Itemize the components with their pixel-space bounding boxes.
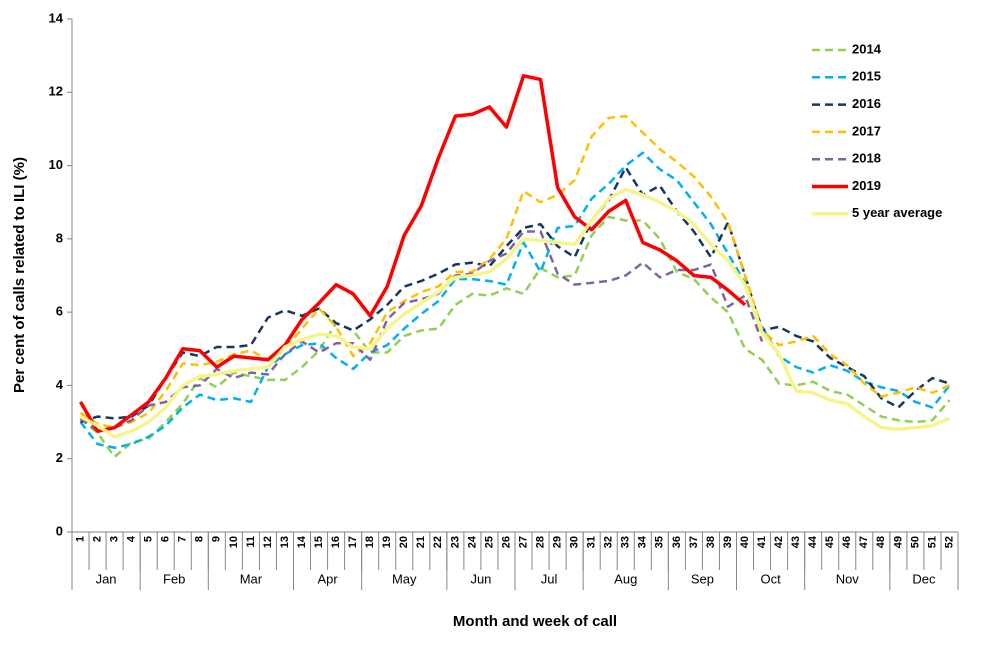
x-tick-label: 49 bbox=[892, 536, 904, 548]
x-tick-label: 22 bbox=[432, 536, 444, 548]
x-tick-label: 31 bbox=[586, 536, 598, 548]
x-tick-label: 41 bbox=[756, 536, 768, 548]
series-line bbox=[79, 187, 951, 439]
month-label: Aug bbox=[614, 571, 637, 586]
series-line bbox=[79, 114, 950, 429]
legend-label: 2014 bbox=[852, 41, 882, 56]
y-tick-label: 8 bbox=[56, 230, 63, 245]
legend-label: 2019 bbox=[852, 178, 881, 193]
legend-label: 5 year average bbox=[852, 205, 942, 220]
x-tick-label: 19 bbox=[381, 536, 393, 548]
x-tick-label: 34 bbox=[637, 535, 649, 548]
x-tick-label: 27 bbox=[517, 536, 529, 548]
x-tick-label: 21 bbox=[415, 536, 427, 548]
x-tick-label: 36 bbox=[671, 536, 683, 548]
x-tick-label: 8 bbox=[194, 536, 206, 542]
legend-label: 2016 bbox=[852, 96, 881, 111]
month-label: Nov bbox=[836, 571, 860, 586]
x-tick-label: 20 bbox=[398, 536, 410, 548]
x-tick-label: 52 bbox=[943, 536, 955, 548]
x-tick-label: 47 bbox=[858, 536, 870, 548]
x-tick-label: 10 bbox=[228, 536, 240, 548]
y-tick-label: 2 bbox=[56, 450, 63, 465]
legend-label: 2017 bbox=[852, 123, 881, 138]
x-tick-label: 51 bbox=[926, 536, 938, 548]
x-tick-label: 5 bbox=[143, 536, 155, 542]
month-label: May bbox=[392, 571, 417, 586]
x-tick-label: 1 bbox=[74, 536, 86, 542]
x-tick-label: 33 bbox=[620, 536, 632, 548]
legend-label: 2015 bbox=[852, 69, 881, 84]
y-tick-label: 10 bbox=[49, 157, 63, 172]
x-tick-label: 32 bbox=[603, 536, 615, 548]
series-line bbox=[79, 74, 747, 433]
x-tick-label: 29 bbox=[552, 536, 564, 548]
y-tick-label: 14 bbox=[49, 10, 64, 25]
month-label: Apr bbox=[317, 571, 338, 586]
legend-label: 2018 bbox=[852, 151, 881, 166]
x-tick-label: 24 bbox=[466, 535, 478, 548]
x-tick-label: 37 bbox=[688, 536, 700, 548]
x-tick-label: 30 bbox=[569, 536, 581, 548]
month-label: Feb bbox=[163, 571, 185, 586]
x-tick-label: 11 bbox=[245, 536, 257, 548]
y-tick-label: 6 bbox=[56, 304, 63, 319]
x-tick-label: 38 bbox=[705, 536, 717, 548]
y-tick-label: 12 bbox=[49, 84, 63, 99]
x-tick-label: 46 bbox=[841, 536, 853, 548]
x-tick-label: 6 bbox=[160, 536, 172, 542]
x-tick-label: 16 bbox=[330, 536, 342, 548]
x-tick-label: 35 bbox=[654, 536, 666, 548]
x-tick-label: 45 bbox=[824, 536, 836, 548]
x-tick-label: 28 bbox=[534, 536, 546, 548]
month-label: Dec bbox=[912, 571, 936, 586]
x-tick-label: 4 bbox=[126, 535, 138, 542]
month-label: Oct bbox=[760, 571, 781, 586]
y-tick-label: 0 bbox=[56, 523, 63, 538]
x-tick-label: 43 bbox=[790, 536, 802, 548]
x-axis-label: Month and week of call bbox=[453, 613, 617, 630]
x-tick-label: 48 bbox=[875, 536, 887, 548]
y-axis-label: Per cent of calls related to ILI (%) bbox=[11, 157, 28, 393]
month-label: Jul bbox=[541, 571, 558, 586]
x-tick-label: 23 bbox=[449, 536, 461, 548]
x-tick-label: 40 bbox=[739, 536, 751, 548]
series-line bbox=[79, 230, 764, 433]
x-tick-label: 25 bbox=[483, 536, 495, 548]
x-tick-label: 7 bbox=[177, 536, 189, 542]
month-label: Jan bbox=[96, 571, 117, 586]
x-tick-label: 44 bbox=[807, 535, 819, 548]
x-tick-label: 14 bbox=[296, 535, 308, 548]
x-tick-label: 17 bbox=[347, 536, 359, 548]
x-tick-label: 18 bbox=[364, 536, 376, 548]
month-label: Sep bbox=[691, 571, 714, 586]
x-tick-label: 39 bbox=[722, 536, 734, 548]
y-tick-label: 4 bbox=[56, 377, 64, 392]
x-tick-label: 12 bbox=[262, 536, 274, 548]
x-tick-label: 13 bbox=[279, 536, 291, 548]
x-tick-label: 9 bbox=[211, 536, 223, 542]
x-tick-label: 2 bbox=[91, 536, 103, 542]
series-line bbox=[79, 215, 951, 459]
month-label: Mar bbox=[240, 571, 263, 586]
x-tick-label: 26 bbox=[500, 536, 512, 548]
x-tick-label: 3 bbox=[109, 536, 121, 542]
x-tick-label: 15 bbox=[313, 536, 325, 548]
x-tick-label: 42 bbox=[773, 536, 785, 548]
month-label: Jun bbox=[470, 571, 491, 586]
x-tick-label: 50 bbox=[909, 536, 921, 548]
series-line bbox=[79, 151, 951, 449]
